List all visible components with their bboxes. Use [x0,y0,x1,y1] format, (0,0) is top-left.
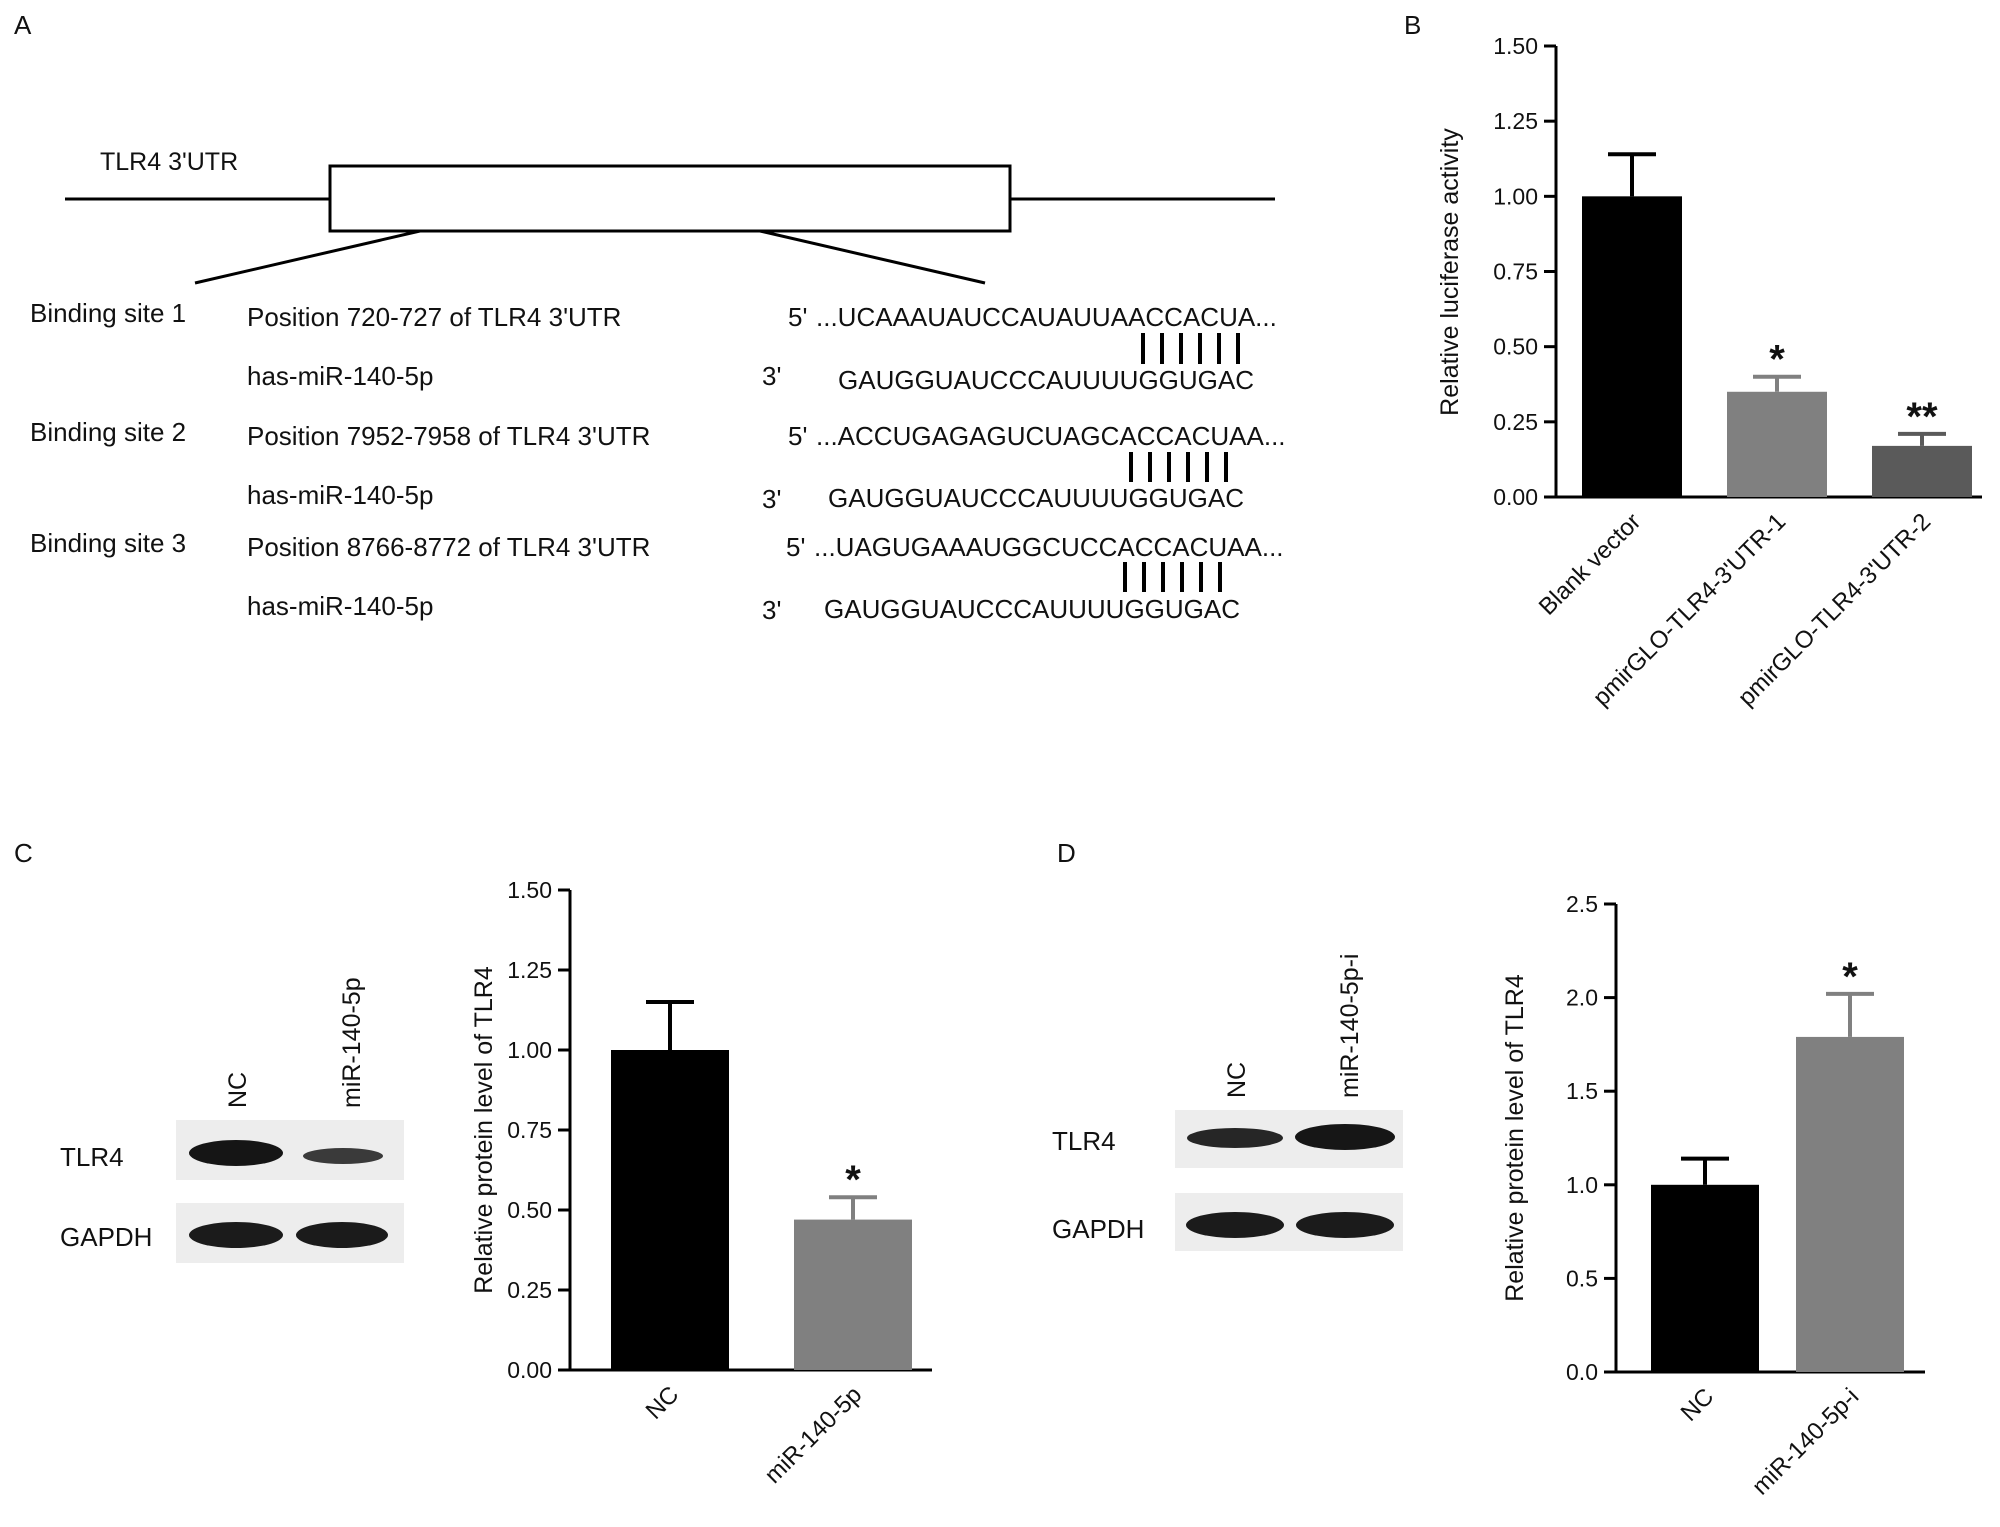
significance-mark-1: * [1842,955,1858,999]
y-tick-label: 0.5 [1566,1265,1598,1291]
lane-label-mir: miR-140-5p [338,977,366,1108]
panel-label-c: C [14,838,33,868]
panel-label-a: A [14,10,32,40]
mirna-sequence: GAUGGUAUCCCAUUUUGGUGAC [824,594,1240,624]
bar-chart-tlr4-protein-mimic: 0.00 0.25 0.50 0.75 1.00 1.25 1.50 Relative pro… [470,877,932,1489]
mirna-name: has-miR-140-5p [247,361,433,391]
bar-1 [1727,391,1827,497]
x-tick-label-1: miR-140-5p [759,1381,867,1489]
y-tick-label: 0.75 [507,1117,552,1143]
target-sequence: ...UAGUGAAAUGGCUCCACCACUAA... [814,532,1284,562]
target-sequence: ...ACCUGAGAGUCUAGCACCACUAA... [816,421,1286,451]
y-tick-label: 1.50 [507,877,552,903]
mirna-name: has-miR-140-5p [247,480,433,510]
lane-label-mir-i: miR-140-5p-i [1336,954,1364,1098]
utr-box [328,164,1012,233]
y-tick-label: 1.0 [1566,1172,1598,1198]
y-tick-label: 2.0 [1566,985,1598,1011]
significance-mark-1: * [1769,338,1785,382]
x-tick-label-0: Blank vector [1534,508,1646,620]
pairing-bars [1141,333,1240,364]
western-blot-c: NC miR-140-5p TLR4 GAPDH [60,977,404,1263]
significance-mark-2: ** [1906,395,1938,439]
prime3-label: 3' [762,484,781,514]
band-tlr4-nc [189,1140,283,1166]
site-position: Position 8766-8772 of TLR4 3'UTR [247,532,650,562]
utr-diagram: TLR4 3'UTR Binding site 1 Position 720-7… [30,148,1286,625]
band-gapdh-nc [189,1222,283,1248]
band-gapdh-mir [296,1222,388,1248]
y-tick-label: 2.5 [1566,891,1598,917]
y-tick-label: 0.50 [1493,334,1538,360]
binding-site-3: Binding site 3 Position 8766-8772 of TLR… [30,528,1284,625]
y-tick-label: 1.5 [1566,1078,1598,1104]
row-label-gapdh: GAPDH [60,1222,152,1252]
significance-mark-1: * [845,1158,861,1202]
bar-0 [1582,196,1682,498]
target-sequence: ...UCAAAUAUCCAUAUUAACCACUA... [816,302,1277,332]
x-tick-label-0: NC [1676,1383,1720,1427]
panel-label-b: B [1404,10,1421,40]
mirna-name: has-miR-140-5p [247,591,433,621]
y-tick-label: 0.50 [507,1197,552,1223]
prime5-label: 5' [788,421,807,451]
y-tick-label: 0.0 [1566,1359,1598,1385]
y-tick-label: 1.00 [1493,183,1538,209]
bar-1 [1796,1036,1904,1372]
prime3-label: 3' [762,595,781,625]
y-tick-label: 1.00 [507,1037,552,1063]
y-axis-title: Relative luciferase activity [1436,128,1464,416]
bar-1 [794,1219,912,1370]
site-position: Position 7952-7958 of TLR4 3'UTR [247,421,650,451]
band-gapdh-mir-i [1296,1212,1394,1238]
band-gapdh-nc [1186,1212,1284,1238]
binding-site-2: Binding site 2 Position 7952-7958 of TLR… [30,417,1286,514]
bar-0 [611,1050,729,1370]
row-label-tlr4: TLR4 [60,1142,124,1172]
y-tick-label: 1.50 [1493,33,1538,59]
western-blot-d: NC miR-140-5p-i TLR4 GAPDH [1052,954,1403,1251]
y-tick-label: 0.00 [1493,484,1538,510]
mirna-sequence: GAUGGUAUCCCAUUUUGGUGAC [828,483,1244,513]
bar-chart-luciferase: 0.00 0.25 0.50 0.75 1.00 1.25 1.50 Relative luc… [1436,33,1982,712]
y-tick-label: 1.25 [507,957,552,983]
lane-label-nc: NC [1223,1062,1251,1098]
lane-label-nc: NC [224,1072,252,1108]
zoom-line-right [759,229,986,285]
row-label-tlr4: TLR4 [1052,1126,1116,1156]
bar-2 [1872,445,1972,497]
y-axis-title: Relative protein level of TLR4 [1501,974,1529,1302]
row-label-gapdh: GAPDH [1052,1214,1144,1244]
band-tlr4-mir-i [1295,1124,1395,1150]
bar-0 [1651,1184,1759,1372]
y-tick-label: 0.25 [1493,409,1538,435]
mirna-sequence: GAUGGUAUCCCAUUUUGGUGAC [838,365,1254,395]
pairing-bars [1129,452,1228,482]
prime5-label: 5' [786,532,805,562]
site-position: Position 720-727 of TLR4 3'UTR [247,302,621,332]
site-label: Binding site 3 [30,528,186,558]
bar-chart-tlr4-protein-inhibitor: 0.0 0.5 1.0 1.5 2.0 2.5 Relative protein level… [1501,891,1925,1500]
band-tlr4-nc [1187,1128,1283,1148]
x-tick-label-0: NC [641,1381,685,1425]
y-axis-title: Relative protein level of TLR4 [470,966,498,1294]
pairing-bars [1123,562,1222,592]
y-tick-label: 1.25 [1493,108,1538,134]
gene-label: TLR4 3'UTR [100,148,238,176]
zoom-line-left [194,229,421,285]
y-tick-label: 0.25 [507,1277,552,1303]
site-label: Binding site 1 [30,298,186,328]
x-tick-label-1: miR-140-5p-i [1747,1383,1864,1500]
panel-label-d: D [1057,838,1076,868]
prime5-label: 5' [788,302,807,332]
band-tlr4-mir [303,1148,383,1164]
site-label: Binding site 2 [30,417,186,447]
y-tick-label: 0.00 [507,1357,552,1383]
prime3-label: 3' [762,361,781,391]
y-tick-label: 0.75 [1493,259,1538,285]
binding-site-1: Binding site 1 Position 720-727 of TLR4 … [30,298,1277,395]
